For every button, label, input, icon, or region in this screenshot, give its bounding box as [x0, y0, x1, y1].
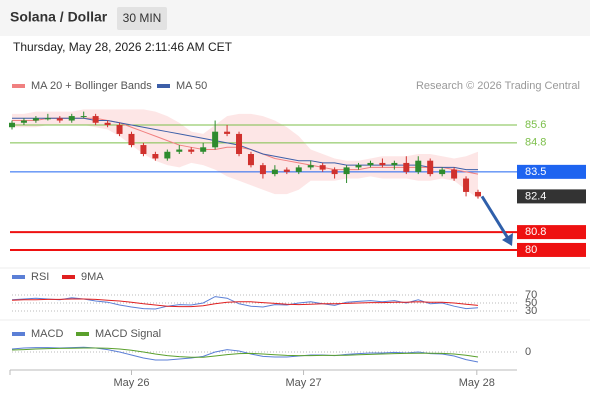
legend-swatch: [76, 332, 89, 336]
y-tick-label: 0: [525, 346, 531, 358]
x-tick-label: May 27: [286, 377, 322, 389]
forecast-arrow: [480, 195, 511, 241]
y-tick-label: 30: [525, 305, 537, 317]
candle-body: [379, 162, 386, 166]
candle-body: [307, 165, 314, 168]
level-label: 85.6: [525, 119, 546, 131]
legend-label: MA 20 + Bollinger Bands: [31, 80, 152, 92]
legend-swatch: [62, 275, 75, 279]
candle-body: [20, 120, 27, 123]
candle-body: [367, 162, 374, 166]
legend-swatch: [12, 84, 25, 88]
header-bar: [0, 0, 590, 36]
level-box: [517, 189, 586, 204]
legend-swatch: [12, 332, 25, 336]
candle-body: [104, 122, 111, 125]
candle-body: [415, 160, 422, 172]
candle-body: [331, 169, 338, 175]
candle-body: [152, 154, 159, 159]
candle-body: [68, 116, 75, 121]
candle-body: [92, 116, 99, 123]
level-box: [517, 164, 586, 179]
legend-label: 9MA: [81, 271, 104, 283]
chart-title: Solana / Dollar: [10, 9, 108, 25]
y-tick-label: 70: [525, 289, 537, 301]
interval-badge: [117, 7, 167, 30]
level-label: 82.4: [525, 190, 546, 202]
candle-body: [283, 169, 290, 172]
candle-body: [271, 169, 278, 175]
bollinger-band: [12, 109, 478, 199]
candle-body: [295, 167, 302, 172]
legend-swatch: [157, 84, 170, 88]
interval: 30 MIN: [123, 11, 162, 25]
candle-body: [80, 116, 87, 118]
timestamp: Thursday, May 28, 2026 2:11:46 AM CET: [13, 40, 233, 54]
level-label: 83.5: [525, 166, 546, 178]
y-tick-label: 50: [525, 297, 537, 309]
level-label: 80: [525, 244, 537, 256]
candle-body: [247, 154, 254, 166]
candle-body: [200, 147, 207, 152]
legend-label: MACD: [31, 328, 63, 340]
indicator-line: [11, 346, 479, 363]
candle-body: [319, 165, 326, 170]
indicator-line: [11, 347, 479, 358]
legend-swatch: [12, 275, 25, 279]
x-tick-label: May 26: [113, 377, 149, 389]
legend-label: RSI: [31, 271, 49, 283]
candle-body: [343, 167, 350, 175]
indicator-line: [11, 298, 479, 308]
candle-body: [212, 131, 219, 148]
ma50-line: [12, 117, 478, 171]
x-tick-label: May 28: [459, 377, 495, 389]
candle-body: [116, 124, 123, 134]
candle-body: [391, 162, 398, 166]
candle-body: [9, 122, 15, 128]
ma20-line: [12, 117, 479, 175]
candle-body: [176, 149, 183, 152]
level-label: 84.8: [525, 137, 546, 149]
candle-body: [164, 151, 171, 159]
candle-body: [463, 178, 470, 192]
candle-body: [140, 145, 147, 154]
source: Research © 2026 Trading Central: [416, 80, 580, 92]
candle-body: [427, 160, 434, 175]
level-box: [517, 225, 586, 240]
candle-body: [188, 149, 195, 152]
level-box: [517, 242, 586, 257]
candle-body: [403, 162, 410, 172]
candle-body: [128, 133, 135, 146]
candle-body: [32, 118, 39, 121]
candle-body: [224, 131, 231, 134]
level-label: 80.8: [525, 226, 546, 238]
candle-body: [259, 165, 266, 175]
candle-body: [475, 191, 481, 197]
legend-label: MACD Signal: [95, 328, 161, 340]
forecast-arrowhead: [502, 232, 513, 246]
candle-body: [355, 165, 362, 168]
candle-body: [439, 169, 446, 175]
candle-body: [236, 133, 243, 154]
candle-body: [451, 169, 458, 179]
candle-body: [44, 118, 51, 120]
legend-label: MA 50: [176, 80, 207, 92]
candle-body: [56, 118, 63, 121]
